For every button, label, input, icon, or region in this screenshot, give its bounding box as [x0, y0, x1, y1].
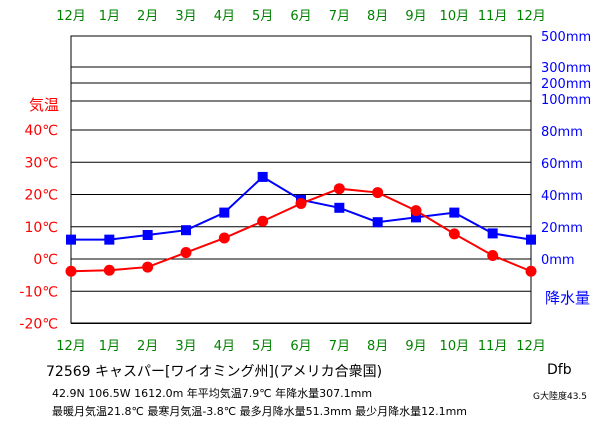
temperature-tick-label: 20℃	[24, 188, 58, 204]
precip-point	[411, 212, 421, 223]
temperature-tick-label: 30℃	[24, 155, 58, 171]
top-month-label: 1月	[99, 9, 120, 24]
chart-grid	[70, 35, 532, 324]
temp-point	[372, 187, 384, 199]
bottom-month-label: 12月	[516, 339, 546, 354]
temp-point	[257, 215, 269, 227]
precip-tick-label: 500mm	[541, 30, 591, 45]
precip-point	[334, 202, 345, 213]
bottom-month-label: 6月	[290, 339, 311, 354]
precip-tick-label: 80mm	[541, 125, 583, 140]
precip-axis-label: 降水量	[545, 289, 590, 307]
bottom-month-label: 7月	[329, 339, 350, 354]
precip-point	[142, 230, 153, 240]
bottom-month-label: 11月	[478, 339, 508, 354]
climate-class: Dfb	[547, 362, 572, 378]
top-month-label: 12月	[516, 9, 546, 24]
bottom-month-label: 3月	[175, 339, 196, 354]
precip-point	[257, 171, 268, 182]
temperature-series	[65, 183, 537, 277]
precip-point	[181, 225, 191, 236]
top-month-label: 8月	[367, 9, 388, 24]
precip-point	[487, 228, 498, 239]
bottom-month-label: 4月	[214, 339, 235, 354]
top-month-label: 2月	[137, 9, 158, 24]
precip-tick-label: 200mm	[541, 77, 591, 92]
precip-point	[66, 234, 76, 245]
temp-point	[295, 198, 307, 210]
station-title: 72569 キャスパー[ワイオミング州](アメリカ合衆国)	[46, 364, 383, 380]
temperature-axis: 気温 40℃ 30℃ 20℃ 10℃ 0℃ -10℃ -20℃	[19, 96, 59, 333]
bottom-month-labels: 12月 1月 2月 3月 4月 5月 6月 7月 8月 9月 10月 11月 12月	[56, 339, 546, 354]
precip-point	[526, 234, 536, 245]
top-month-label: 12月	[56, 9, 86, 24]
precip-tick-label: 40mm	[541, 189, 583, 204]
precip-point	[219, 207, 230, 218]
bottom-month-label: 5月	[252, 339, 273, 354]
temp-point	[142, 261, 154, 273]
temp-point	[333, 183, 345, 195]
temperature-tick-label: -10℃	[19, 284, 58, 300]
top-month-label: 4月	[214, 9, 235, 24]
bottom-month-label: 10月	[440, 339, 470, 354]
precip-tick-label: 20mm	[541, 221, 583, 236]
temperature-tick-label: -20℃	[19, 317, 58, 333]
temperature-tick-label: 10℃	[24, 220, 58, 236]
top-month-label: 3月	[175, 9, 196, 24]
climate-chart: 12月 1月 2月 3月 4月 5月 6月 7月 8月 9月 10月 11月 12月 12月 1月 2月 3月…	[19, 9, 591, 354]
temperature-tick-label: 40℃	[24, 123, 58, 139]
continentality: G大陸度43.5	[533, 392, 588, 402]
temp-point	[487, 249, 499, 261]
station-summary: 42.9N 106.5W 1612.0m 年平均気温7.9℃ 年降水量307.1…	[52, 387, 373, 400]
temp-point	[525, 265, 537, 277]
precip-point	[104, 234, 115, 245]
bottom-month-label: 9月	[405, 339, 426, 354]
temp-point	[448, 228, 460, 240]
top-month-label: 6月	[290, 9, 311, 24]
bottom-month-label: 12月	[56, 339, 86, 354]
plot-frame	[70, 35, 532, 324]
precip-tick-label: 60mm	[541, 157, 583, 172]
bottom-month-label: 8月	[367, 339, 388, 354]
top-month-label: 5月	[252, 9, 273, 24]
top-month-label: 9月	[405, 9, 426, 24]
temp-point	[103, 264, 115, 276]
precip-point	[449, 207, 460, 218]
top-month-label: 7月	[329, 9, 350, 24]
top-month-labels: 12月 1月 2月 3月 4月 5月 6月 7月 8月 9月 10月 11月 12月	[56, 9, 546, 24]
precip-tick-label: 0mm	[541, 253, 575, 268]
temp-point	[218, 232, 230, 244]
bottom-month-label: 1月	[99, 339, 120, 354]
bottom-month-label: 2月	[137, 339, 158, 354]
top-month-label: 10月	[440, 9, 470, 24]
temp-point	[65, 265, 77, 277]
temp-point	[410, 205, 422, 217]
temp-point	[180, 247, 192, 259]
temperature-axis-label: 気温	[29, 96, 59, 114]
temperature-tick-label: 0℃	[33, 252, 58, 268]
precip-point	[372, 217, 383, 228]
station-extremes: 最暖月気温21.8℃ 最寒月気温-3.8℃ 最多月降水量51.3mm 最少月降水…	[52, 405, 467, 418]
precip-tick-label: 300mm	[541, 61, 591, 76]
precip-tick-label: 100mm	[541, 93, 591, 108]
top-month-label: 11月	[478, 9, 508, 24]
